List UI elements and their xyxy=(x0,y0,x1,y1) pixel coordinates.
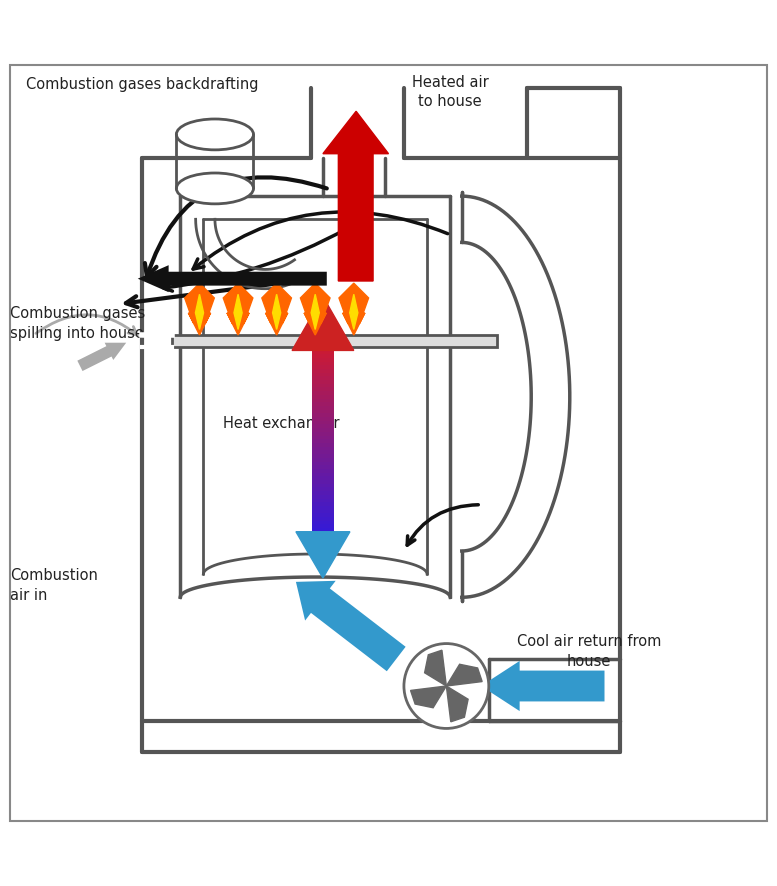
Bar xyxy=(312,480,334,484)
Polygon shape xyxy=(273,294,280,330)
Polygon shape xyxy=(223,284,253,335)
FancyArrow shape xyxy=(481,661,605,711)
Polygon shape xyxy=(234,294,242,330)
Bar xyxy=(312,525,334,528)
Bar xyxy=(312,391,334,395)
Bar xyxy=(312,443,334,447)
Bar xyxy=(312,361,334,365)
Text: Combustion gases
spilling into house: Combustion gases spilling into house xyxy=(11,306,146,341)
Bar xyxy=(312,495,334,499)
Bar xyxy=(312,462,334,465)
Polygon shape xyxy=(292,297,354,351)
Bar xyxy=(312,513,334,517)
Polygon shape xyxy=(262,284,291,335)
Bar xyxy=(312,369,334,373)
Bar xyxy=(312,351,334,354)
Polygon shape xyxy=(296,532,350,578)
Polygon shape xyxy=(311,294,319,330)
Polygon shape xyxy=(301,284,330,335)
Bar xyxy=(312,521,334,525)
Bar xyxy=(312,517,334,521)
Bar xyxy=(312,532,334,535)
Bar xyxy=(312,469,334,472)
Bar xyxy=(312,406,334,409)
Bar xyxy=(312,431,334,436)
Polygon shape xyxy=(339,284,368,335)
Text: Combustion gases backdrafting: Combustion gases backdrafting xyxy=(26,77,259,92)
Bar xyxy=(312,424,334,428)
Bar xyxy=(312,387,334,391)
Bar xyxy=(312,477,334,480)
Bar xyxy=(312,487,334,491)
Bar xyxy=(312,414,334,417)
Bar xyxy=(312,373,334,377)
Bar xyxy=(312,528,334,532)
Bar xyxy=(312,436,334,439)
Polygon shape xyxy=(424,650,446,686)
Bar xyxy=(312,450,334,455)
Bar xyxy=(312,458,334,462)
Bar xyxy=(312,484,334,487)
Text: Heated air
to house: Heated air to house xyxy=(412,74,489,109)
Text: Heat exchanger: Heat exchanger xyxy=(223,416,339,431)
Text: Cool air return from
house: Cool air return from house xyxy=(517,633,661,669)
Bar xyxy=(312,402,334,406)
Bar xyxy=(312,465,334,469)
Polygon shape xyxy=(185,284,214,335)
Bar xyxy=(312,455,334,458)
Bar xyxy=(312,354,334,358)
Bar xyxy=(312,447,334,450)
Text: Combustion
air in: Combustion air in xyxy=(11,568,99,603)
Bar xyxy=(312,439,334,443)
Circle shape xyxy=(404,643,489,728)
Bar xyxy=(312,428,334,431)
Polygon shape xyxy=(350,294,358,330)
Bar xyxy=(312,417,334,421)
Bar xyxy=(312,499,334,502)
Bar xyxy=(312,509,334,513)
FancyArrow shape xyxy=(138,265,327,292)
Polygon shape xyxy=(410,686,446,708)
Bar xyxy=(312,384,334,387)
Polygon shape xyxy=(323,112,388,281)
FancyBboxPatch shape xyxy=(172,335,497,346)
Bar xyxy=(312,399,334,402)
Bar xyxy=(312,395,334,399)
Bar xyxy=(312,472,334,477)
FancyArrow shape xyxy=(78,343,126,371)
Bar xyxy=(312,365,334,369)
Polygon shape xyxy=(446,664,483,686)
Bar xyxy=(312,409,334,414)
Polygon shape xyxy=(446,686,468,722)
Bar xyxy=(312,502,334,506)
Bar xyxy=(312,380,334,384)
Ellipse shape xyxy=(176,119,253,150)
Bar xyxy=(312,358,334,361)
Bar xyxy=(312,421,334,424)
Bar xyxy=(312,377,334,380)
Polygon shape xyxy=(196,294,204,330)
Bar xyxy=(312,506,334,509)
FancyArrow shape xyxy=(296,581,406,672)
Bar xyxy=(312,491,334,495)
Ellipse shape xyxy=(176,173,253,204)
